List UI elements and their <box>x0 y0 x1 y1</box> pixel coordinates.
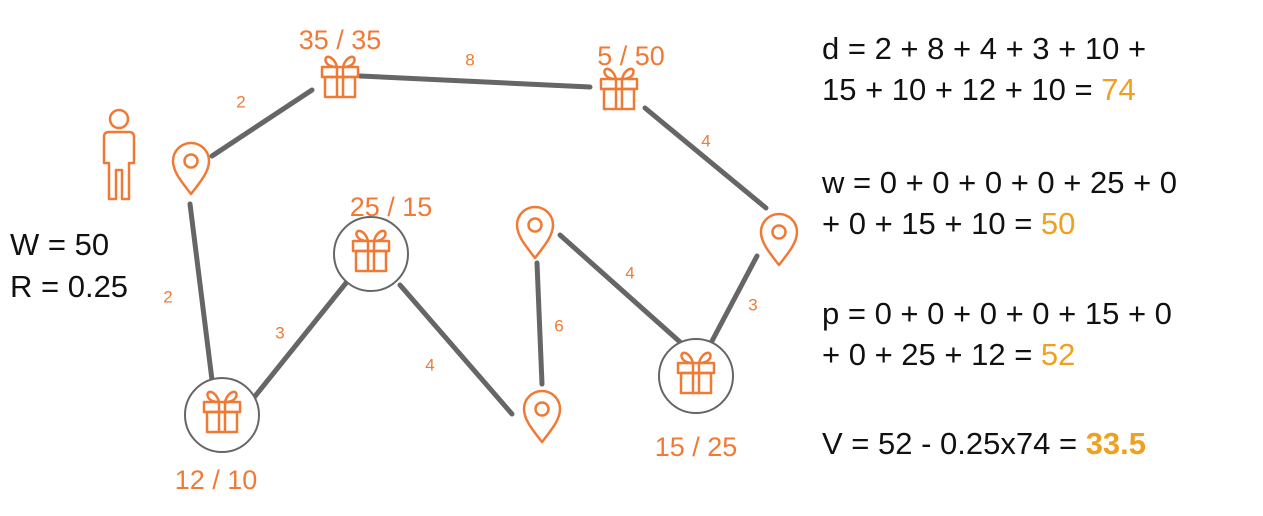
rate-parameter: R = 0.25 <box>10 269 129 304</box>
edge-p4-g4 <box>397 282 515 417</box>
person-icon <box>102 108 136 201</box>
edge-g1-g2 <box>357 73 593 90</box>
location-pin-icon <box>759 212 799 267</box>
location-node <box>171 141 211 196</box>
edge-p3-p4 <box>534 260 545 387</box>
location-pin-icon <box>515 205 555 260</box>
weight-formula-line1: w = 0 + 0 + 0 + 0 + 25 + 0 <box>822 165 1178 200</box>
prize-formula-line2: + 0 + 25 + 12 = 52 <box>822 337 1076 372</box>
value-formula-line: V = 52 - 0.25x74 = 33.5 <box>822 426 1147 461</box>
gift-value-label: 25 / 15 <box>350 192 433 222</box>
capacity-parameter: W = 50 <box>10 227 110 262</box>
edge-start-g1 <box>209 87 315 159</box>
distance-result: 74 <box>1101 72 1136 107</box>
edge-g3-p3 <box>557 232 683 345</box>
location-node <box>759 212 799 267</box>
parameters: W = 50 R = 0.25 <box>10 224 128 308</box>
edge-weight-label: 4 <box>625 263 634 282</box>
distance-formula-line1: d = 2 + 8 + 4 + 3 + 10 + <box>822 31 1147 66</box>
edge-weight-label: 4 <box>701 131 710 150</box>
gift-value-label: 35 / 35 <box>299 25 382 55</box>
gift-icon <box>320 55 360 99</box>
location-pin-icon <box>522 389 562 444</box>
gift-node: 15 / 25 <box>655 338 738 462</box>
edge-p2-g3 <box>709 253 760 344</box>
gift-value-label: 15 / 25 <box>655 432 738 462</box>
location-node <box>515 205 555 260</box>
location-node <box>522 389 562 444</box>
weight-result: 50 <box>1040 206 1076 241</box>
edge-g4-g5 <box>249 275 353 403</box>
location-pin-icon <box>171 141 211 196</box>
visited-marker-circle <box>333 216 409 292</box>
edge-weight-label: 6 <box>554 316 563 335</box>
gift-value-label: 12 / 10 <box>175 465 258 495</box>
edge-weight-label: 3 <box>275 323 284 342</box>
gift-node: 35 / 35 <box>299 25 382 99</box>
edge-weight-label: 3 <box>748 295 757 314</box>
weight-formula: w = 0 + 0 + 0 + 0 + 25 + 0 + 0 + 15 + 10… <box>822 162 1177 244</box>
distance-formula-line2: 15 + 10 + 12 + 10 = 74 <box>822 72 1136 107</box>
value-formula: V = 52 - 0.25x74 = 33.5 <box>822 423 1146 464</box>
edge-weight-label: 2 <box>236 92 245 111</box>
visited-marker-circle <box>184 377 260 453</box>
prize-result: 52 <box>1040 337 1076 372</box>
weight-formula-line2: + 0 + 15 + 10 = 50 <box>822 206 1076 241</box>
gift-node: 12 / 10 <box>175 377 260 495</box>
gift-value-label: 5 / 50 <box>597 41 665 71</box>
edge-weights-layer: 2 8 4 3 4 6 4 3 2 <box>163 50 757 374</box>
visited-marker-circle <box>658 338 734 414</box>
gift-icon <box>599 67 639 111</box>
gift-node: 25 / 15 <box>333 192 433 292</box>
edge-weight-label: 4 <box>425 355 434 374</box>
gift-node: 5 / 50 <box>597 41 665 111</box>
edge-g2-p2 <box>642 105 769 211</box>
edge-weight-label: 8 <box>465 50 474 69</box>
prize-formula-line1: p = 0 + 0 + 0 + 0 + 15 + 0 <box>822 296 1172 331</box>
nodes-layer: 35 / 35 5 / 50 15 / 25 25 / 15 12 / 10 <box>171 25 799 495</box>
edge-weight-label: 2 <box>163 287 172 306</box>
prize-formula: p = 0 + 0 + 0 + 0 + 15 + 0 + 0 + 25 + 12… <box>822 293 1172 375</box>
edges-layer <box>187 73 769 417</box>
value-result: 33.5 <box>1085 426 1147 461</box>
distance-formula: d = 2 + 8 + 4 + 3 + 10 + 15 + 10 + 12 + … <box>822 28 1146 110</box>
edge-g5-start <box>187 201 215 383</box>
